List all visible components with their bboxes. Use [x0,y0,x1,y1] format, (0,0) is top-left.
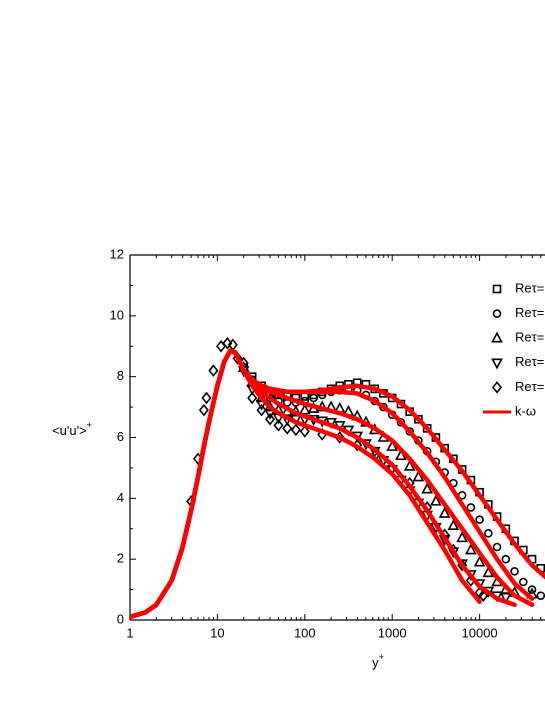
marker-triangle-up [447,518,460,531]
marker-circle [309,393,318,403]
marker-triangle-up [298,403,311,415]
marker-diamond [198,403,209,417]
marker-diamond [208,364,219,377]
marker-diamond [478,589,489,602]
legend-marker [492,284,502,294]
marker-triangle-up [430,494,442,506]
marker-circle [396,417,406,427]
x-tick-label: 10000 [462,625,498,640]
marker-diamond [290,423,301,437]
legend-label: Reτ= [515,280,544,295]
marker-circle [475,515,484,524]
legend-marker [491,331,503,343]
marker-diamond [273,419,284,432]
legend-label: Reτ= [515,330,544,345]
model-line [130,348,482,620]
marker-diamond [232,352,243,365]
marker-circle [519,577,528,587]
y-tick-label: 10 [110,307,124,322]
marker-circle [492,542,502,552]
legend-label: Reτ= [515,305,544,320]
y-label-main: <u'u'> [52,423,87,438]
marker-triangle-up [473,555,486,567]
marker-circle [484,529,493,538]
marker-diamond [247,391,258,405]
x-label-main: y [372,655,379,670]
x-tick-label: 100 [294,625,316,640]
marker-circle [536,591,545,600]
marker-circle [527,585,537,594]
y-tick-label: 12 [110,246,124,261]
marker-triangle-down [499,592,512,604]
marker-diamond [222,336,233,350]
marker-diamond [264,412,276,426]
x-tick-label: 1 [126,625,133,640]
legend-label: Reτ= [515,354,544,369]
marker-diamond [256,403,267,417]
marker-diamond [201,391,212,405]
marker-square [414,414,423,424]
marker-circle [501,554,511,564]
marker-circle [510,567,519,576]
x-tick-label: 1000 [378,625,407,640]
marker-diamond [282,422,293,435]
y-tick-label: 4 [117,490,124,505]
plot-area [130,336,545,620]
y-tick-label: 6 [117,429,124,444]
marker-circle [466,503,476,512]
marker-triangle-up [465,543,477,555]
marker-triangle-up [403,459,416,471]
marker-triangle-up [438,506,451,518]
legend-label: k-ω [515,403,536,418]
y-tick-label: 2 [117,551,124,566]
legend-marker [492,309,502,318]
y-tick-label: 0 [117,611,124,626]
legend-marker [491,381,503,394]
y-axis-label: <u'u'>+ [52,420,92,438]
legend-label: Reτ= [515,379,544,394]
marker-triangle-up [421,482,433,494]
y-label-sup: + [87,420,92,430]
legend-marker [491,358,503,370]
x-label-sup: + [379,652,384,662]
x-axis-label: y+ [372,652,384,670]
x-tick-label: 10 [210,625,224,640]
marker-triangle-up [412,470,425,482]
y-tick-label: 8 [117,368,124,383]
marker-diamond [299,425,310,438]
marker-triangle-up [456,531,468,543]
